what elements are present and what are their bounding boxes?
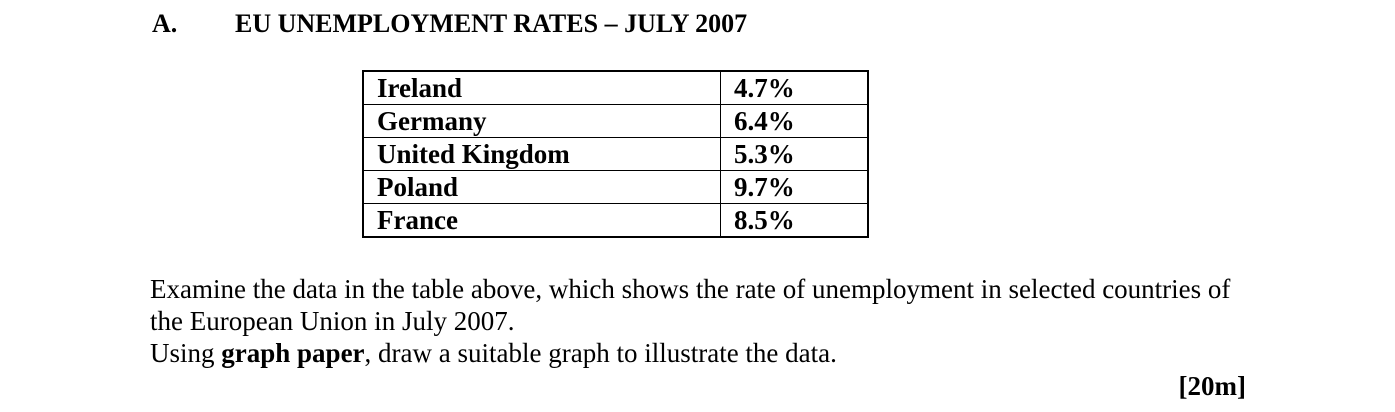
- table-row: France 8.5%: [362, 203, 869, 238]
- country-cell: France: [362, 203, 721, 238]
- country-cell: Ireland: [362, 70, 721, 105]
- question-letter: A.: [152, 9, 178, 38]
- instructions: Examine the data in the table above, whi…: [150, 273, 1270, 369]
- rate-cell: 9.7%: [720, 170, 869, 204]
- country-cell: United Kingdom: [362, 137, 721, 171]
- graph-paper-emphasis: graph paper: [221, 338, 365, 368]
- table-row: Ireland 4.7%: [362, 70, 869, 105]
- instruction-text: Using: [150, 338, 222, 368]
- unemployment-table: Ireland 4.7% Germany 6.4% United Kingdom…: [362, 70, 869, 238]
- country-cell: Poland: [362, 170, 721, 204]
- table-row: Germany 6.4%: [362, 104, 869, 138]
- table-row: Poland 9.7%: [362, 170, 869, 204]
- rate-cell: 6.4%: [720, 104, 869, 138]
- country-cell: Germany: [362, 104, 721, 138]
- rate-cell: 4.7%: [720, 70, 869, 105]
- rate-cell: 8.5%: [720, 203, 869, 238]
- question-title: EU UNEMPLOYMENT RATES – JULY 2007: [235, 9, 748, 38]
- instruction-line-2: Using graph paper, draw a suitable graph…: [150, 337, 1270, 369]
- instruction-line-1: Examine the data in the table above, whi…: [150, 274, 1231, 336]
- rate-cell: 5.3%: [720, 137, 869, 171]
- table-row: United Kingdom 5.3%: [362, 137, 869, 171]
- instruction-text: , draw a suitable graph to illustrate th…: [364, 338, 837, 368]
- marks-label: [20m]: [1178, 371, 1246, 401]
